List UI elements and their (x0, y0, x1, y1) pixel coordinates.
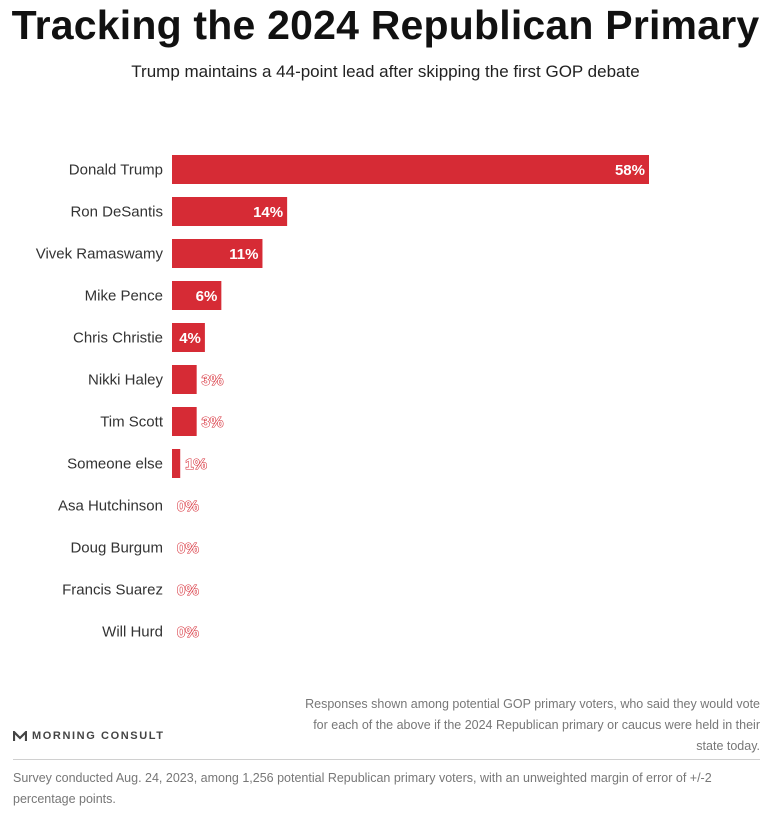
bar-chart: Donald Trump 58% Ron DeSantis 14% Vivek Rama… (36, 155, 649, 642)
data-label: 4% (179, 330, 201, 347)
survey-footnote: Survey conducted Aug. 24, 2023, among 1,… (13, 771, 712, 806)
bar (172, 239, 263, 268)
category-label: Nikki Haley (88, 372, 164, 389)
data-label: 14% (253, 204, 283, 221)
chart-title: Tracking the 2024 Republican Primary (11, 2, 760, 48)
chart-note: Responses shown among potential GOP prim… (305, 697, 760, 753)
bar (172, 155, 649, 184)
data-label: 3% (202, 414, 224, 431)
data-label: 58% (615, 162, 645, 179)
bar (172, 365, 197, 394)
data-label: 11% (229, 246, 258, 263)
bar (172, 407, 197, 436)
data-label: 0% (177, 498, 199, 515)
category-label: Francis Suarez (62, 582, 163, 599)
morning-consult-logo-icon (13, 730, 27, 741)
category-label: Donald Trump (69, 162, 163, 179)
category-label: Will Hurd (102, 624, 163, 641)
bar (172, 323, 205, 352)
data-label: 0% (177, 582, 199, 599)
brand-name: MORNING CONSULT (32, 730, 165, 742)
category-label: Tim Scott (100, 414, 164, 431)
bar (172, 449, 181, 478)
category-label: Someone else (67, 456, 163, 473)
bar (172, 197, 288, 226)
data-label: 0% (177, 540, 199, 557)
data-label: 6% (196, 288, 218, 305)
category-label: Ron DeSantis (70, 204, 163, 221)
category-label: Doug Burgum (70, 540, 163, 557)
bar (172, 281, 222, 310)
footer-divider (13, 759, 760, 760)
data-label: 0% (177, 624, 199, 641)
category-label: Chris Christie (73, 330, 163, 347)
data-label: 3% (202, 372, 224, 389)
category-label: Vivek Ramaswamy (36, 246, 164, 263)
data-label: 1% (185, 456, 207, 473)
chart-subtitle: Trump maintains a 44-point lead after sk… (131, 62, 640, 81)
brand-logo: MORNING CONSULT (13, 730, 165, 742)
category-label: Mike Pence (85, 288, 163, 305)
category-label: Asa Hutchinson (58, 498, 163, 515)
